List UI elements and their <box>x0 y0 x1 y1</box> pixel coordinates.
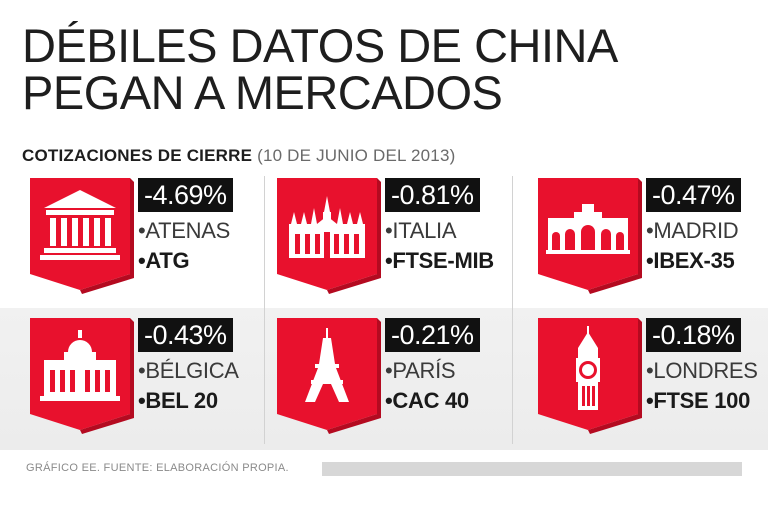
city-label: •MADRID <box>646 218 739 243</box>
market-grid: -4.69% •ATENAS •ATG <box>0 168 768 450</box>
market-card: -4.69% •ATENAS •ATG <box>30 178 280 308</box>
footer-bar <box>322 462 742 476</box>
change-badge: -0.47% <box>646 178 741 212</box>
page-title: DÉBILES DATOS DE CHINA PEGAN A MERCADOS <box>22 22 618 116</box>
change-badge: -0.43% <box>138 318 233 352</box>
title-line-2: PEGAN A MERCADOS <box>22 66 503 119</box>
source-note: GRÁFICO EE. FUENTE: ELABORACIÓN PROPIA. <box>26 462 289 474</box>
city-label: •ITALIA <box>385 218 457 243</box>
puerta-de-alcala-icon <box>538 178 642 294</box>
index-label: •CAC 40 <box>385 388 469 413</box>
column-divider <box>512 176 513 444</box>
change-badge: -4.69% <box>138 178 233 212</box>
palace-of-justice-icon <box>30 318 134 434</box>
index-label: •BEL 20 <box>138 388 218 413</box>
index-label: •IBEX-35 <box>646 248 735 273</box>
change-badge: -0.81% <box>385 178 480 212</box>
big-ben-icon <box>538 318 642 434</box>
index-label: •FTSE-MIB <box>385 248 494 273</box>
city-label: •BÉLGICA <box>138 358 239 383</box>
change-badge: -0.21% <box>385 318 480 352</box>
index-label: •FTSE 100 <box>646 388 751 413</box>
market-card: -0.47% •MADRID •IBEX-35 <box>538 178 768 308</box>
change-badge: -0.18% <box>646 318 741 352</box>
parthenon-icon <box>30 178 134 294</box>
city-label: •ATENAS <box>138 218 230 243</box>
milan-cathedral-icon <box>277 178 381 294</box>
market-card: -0.21% •PARÍS •CAC 40 <box>277 318 527 448</box>
subtitle-date: (10 DE JUNIO DEL 2013) <box>257 146 456 165</box>
city-label: •LONDRES <box>646 358 758 383</box>
market-card: -0.43% •BÉLGICA •BEL 20 <box>30 318 280 448</box>
eiffel-tower-icon <box>277 318 381 434</box>
market-card: -0.81% •ITALIA •FTSE-MIB <box>277 178 527 308</box>
market-card: -0.18% •LONDRES •FTSE 100 <box>538 318 768 448</box>
subtitle: COTIZACIONES DE CIERRE (10 DE JUNIO DEL … <box>22 146 455 166</box>
title-line-1: DÉBILES DATOS DE CHINA <box>22 19 618 72</box>
city-label: •PARÍS <box>385 358 456 383</box>
column-divider <box>264 176 265 444</box>
index-label: •ATG <box>138 248 190 273</box>
subtitle-text: COTIZACIONES DE CIERRE <box>22 146 253 165</box>
